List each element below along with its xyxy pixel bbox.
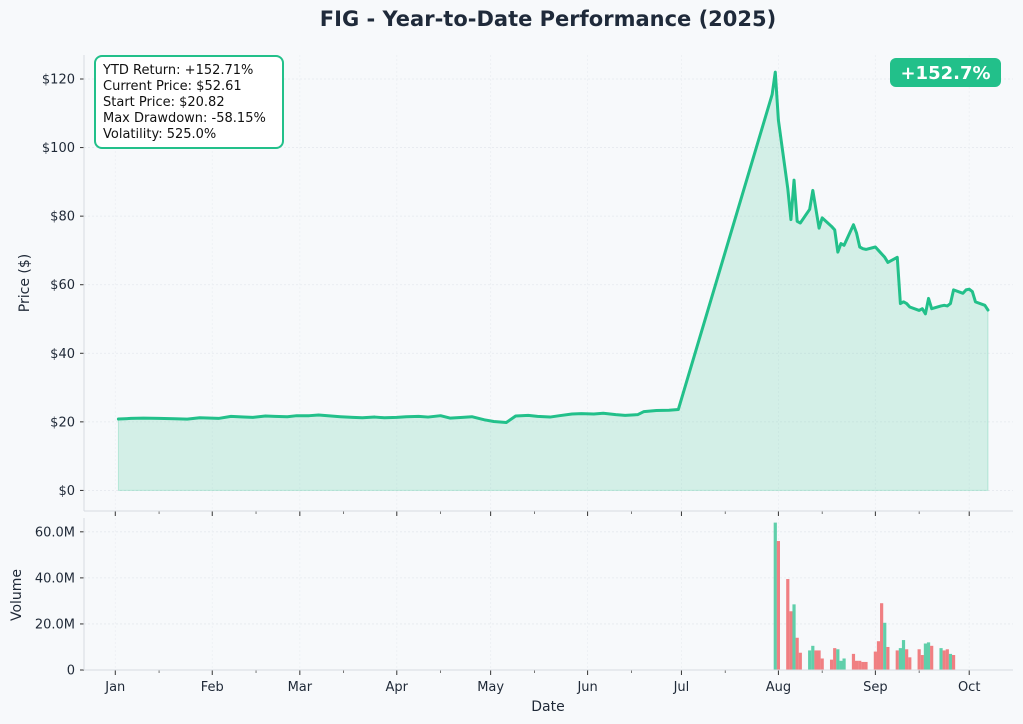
volume-bar — [773, 522, 777, 670]
volume-bar — [861, 661, 865, 670]
volume-bar — [895, 650, 899, 670]
volume-bar — [851, 653, 856, 670]
x-tick-label: Jan — [104, 680, 125, 695]
return-badge: +152.7% — [890, 58, 1001, 87]
volume-y-axis-title: Volume — [9, 569, 25, 621]
volume-bar — [945, 649, 949, 670]
x-tick-label: Aug — [766, 680, 791, 695]
volume-bar — [948, 653, 953, 670]
volume-bar — [923, 643, 928, 670]
volume-bar — [798, 652, 802, 670]
volume-bar — [939, 648, 943, 670]
volume-panel: 0 20.0M 40.0M 60.0M Jan Feb Mar Apr May Jun Jul Au… — [9, 518, 1013, 715]
stats-current-price: Current Price: $52.61 — [103, 79, 242, 94]
x-tick-label: Oct — [958, 680, 980, 695]
volume-bar — [814, 650, 818, 670]
return-badge-text: +152.7% — [900, 63, 990, 84]
stats-volatility: Volatility: 525.0% — [103, 127, 216, 142]
volume-bar — [917, 649, 921, 670]
volume-bar — [811, 645, 815, 670]
volume-bar — [908, 657, 912, 670]
volume-bar — [820, 658, 824, 670]
price-y-tick-label: $60 — [50, 278, 75, 293]
x-tick-label: Mar — [288, 680, 313, 695]
stats-max-drawdown: Max Drawdown: -58.15% — [103, 111, 266, 126]
price-y-tick-label: $80 — [50, 210, 75, 225]
volume-bar — [898, 648, 902, 670]
volume-bar — [920, 655, 924, 670]
volume-y-tick-label: 20.0M — [35, 617, 75, 632]
volume-bar — [833, 648, 837, 670]
volume-bar — [864, 661, 868, 670]
x-tick-label: Sep — [863, 680, 888, 695]
price-y-axis: $0 $20 $40 $60 $80 $100 $120 — [42, 73, 84, 499]
x-axis-title: Date — [531, 699, 564, 715]
volume-bar — [855, 660, 859, 670]
volume-bar — [792, 604, 796, 670]
volume-bar — [817, 650, 821, 670]
x-tick-label: Apr — [386, 680, 409, 695]
volume-plot-area — [84, 518, 1013, 670]
volume-bar — [842, 658, 846, 670]
chart-title: FIG - Year-to-Date Performance (2025) — [320, 7, 776, 31]
volume-y-axis: 0 20.0M 40.0M 60.0M — [35, 525, 84, 679]
price-y-tick-label: $120 — [42, 73, 75, 88]
x-tick-label: Jun — [576, 680, 597, 695]
volume-bars — [773, 522, 956, 670]
x-tick-label: Jul — [673, 680, 690, 695]
volume-bar — [858, 660, 862, 670]
volume-bar — [886, 646, 890, 670]
volume-bar — [876, 641, 881, 670]
price-y-axis-title: Price ($) — [17, 254, 33, 312]
volume-y-tick-label: 40.0M — [35, 571, 75, 586]
volume-bar — [905, 649, 909, 670]
volume-bar — [808, 650, 812, 670]
volume-bar — [789, 611, 793, 670]
price-y-tick-label: $100 — [42, 141, 75, 156]
volume-bar — [883, 622, 887, 670]
volume-bar — [795, 637, 799, 670]
volume-bar — [839, 660, 843, 670]
volume-y-tick-label: 60.0M — [35, 525, 75, 540]
volume-x-axis: Jan Feb Mar Apr May Jun Jul Aug Sep Oct — [104, 670, 980, 695]
volume-bar — [829, 659, 834, 670]
volume-bar — [836, 649, 840, 670]
price-panel: $0 $20 $40 $60 $80 $100 $120 Price ($) YTD Ret… — [17, 55, 1013, 516]
price-axis-spines — [83, 55, 1013, 512]
x-tick-label: Feb — [201, 680, 224, 695]
volume-bar — [873, 651, 877, 670]
price-y-tick-label: $0 — [58, 484, 75, 499]
volume-bar — [942, 650, 946, 670]
volume-bar — [786, 579, 790, 670]
volume-bar — [901, 640, 906, 670]
x-tick-label: May — [477, 680, 504, 695]
price-x-ticks — [114, 511, 970, 516]
volume-bar — [880, 603, 884, 670]
stats-start-price: Start Price: $20.82 — [103, 95, 225, 110]
price-line — [116, 70, 990, 425]
volume-axis-spines — [83, 518, 1013, 671]
price-y-tick-label: $40 — [50, 347, 75, 362]
volume-bar — [930, 645, 934, 670]
volume-y-tick-label: 0 — [67, 664, 75, 679]
price-y-tick-label: $20 — [50, 415, 75, 430]
volume-bar — [951, 655, 956, 670]
stats-ytd-return: YTD Return: +152.71% — [102, 63, 253, 78]
volume-bar — [926, 642, 931, 670]
volume-bar — [776, 541, 780, 670]
stats-box: YTD Return: +152.71% Current Price: $52.… — [94, 55, 284, 149]
